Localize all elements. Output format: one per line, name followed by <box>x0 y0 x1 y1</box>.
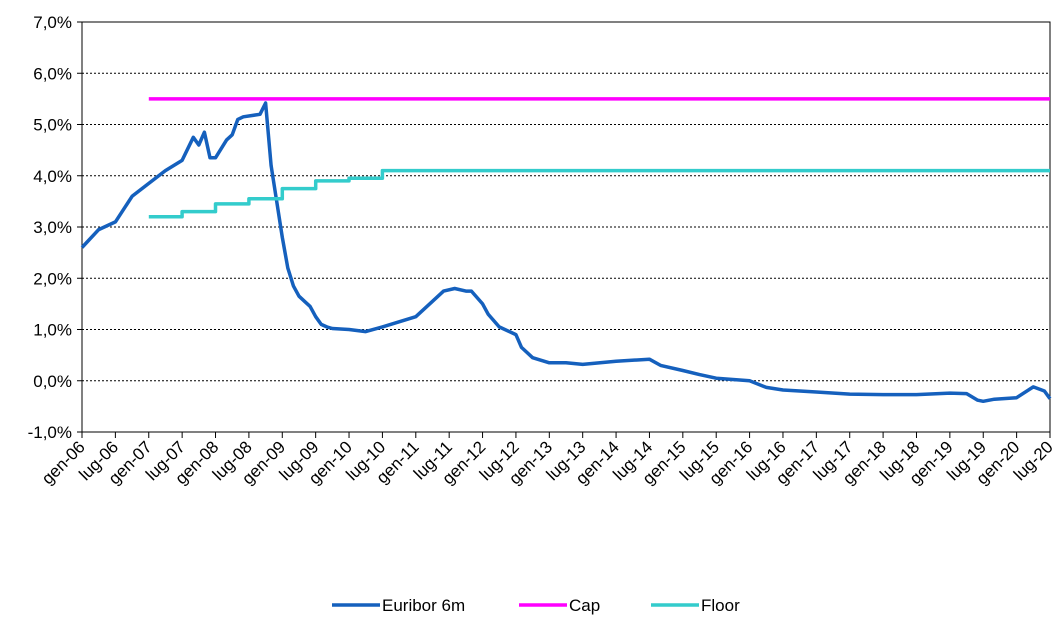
x-axis-ticks: gen-06lug-06gen-07lug-07gen-08lug-08gen-… <box>38 432 1052 488</box>
legend-label-euribor-6m: Euribor 6m <box>382 596 465 615</box>
series-euribor-6m-line <box>80 101 1052 404</box>
y-axis-ticks: -1,0% 0,0% 1,0% 2,0% 3,0% 4,0% 5,0% 6,0% 7,0% <box>28 13 82 442</box>
y-tick-label: 7,0% <box>33 13 72 32</box>
y-tick-label: -1,0% <box>28 423 72 442</box>
grid-lines <box>82 72 1050 382</box>
y-tick-label: 0,0% <box>33 372 72 391</box>
legend-label-cap: Cap <box>569 596 600 615</box>
y-tick-label: 3,0% <box>33 218 72 237</box>
series-lines <box>80 97 1052 404</box>
x-tick-label: gen-06 <box>38 437 89 488</box>
y-tick-label: 6,0% <box>33 64 72 83</box>
y-tick-label: 4,0% <box>33 167 72 186</box>
legend-label-floor: Floor <box>701 596 740 615</box>
series-floor-line <box>148 168 1050 219</box>
y-tick-label: 2,0% <box>33 269 72 288</box>
legend: Euribor 6m Cap Floor <box>332 596 740 615</box>
y-tick-label: 5,0% <box>33 116 72 135</box>
y-tick-label: 1,0% <box>33 321 72 340</box>
